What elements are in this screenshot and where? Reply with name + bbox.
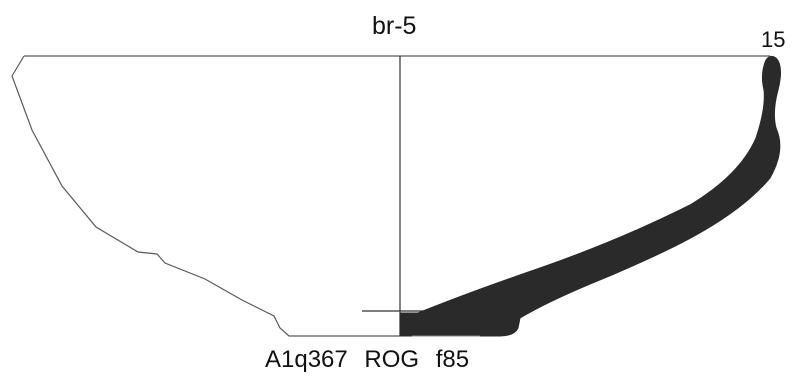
section-profile [399, 55, 782, 337]
catalog-number-label: A1q367 ROG f85 [265, 346, 470, 373]
vessel-type-label: br-5 [372, 12, 417, 40]
exterior-outline [11, 55, 400, 337]
rim-diameter-label: 15 [761, 27, 786, 52]
